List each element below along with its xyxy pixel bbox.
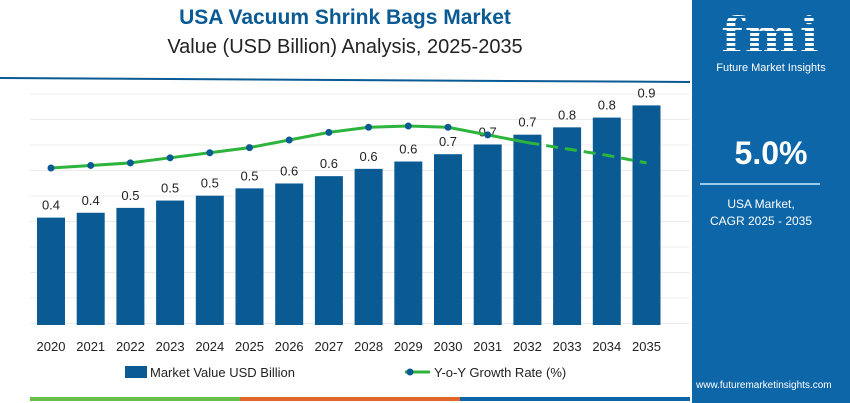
growth-point-2020 [47,164,55,172]
growth-point-2031 [484,131,492,139]
bar-2033 [553,127,582,325]
bar-2021 [76,212,105,325]
growth-point-2027 [325,128,333,136]
bar-label-2022: 0.5 [121,188,139,203]
bar-2025 [235,188,264,325]
bar-label-2021: 0.4 [82,193,100,208]
x-tick-2022: 2022 [116,339,145,354]
x-tick-2029: 2029 [394,339,423,354]
bar-label-2029: 0.6 [399,142,417,157]
x-tick-2028: 2028 [354,339,383,354]
bar-label-2026: 0.6 [280,163,298,178]
bar-2028 [354,168,383,325]
bar-2034 [592,117,621,325]
website-url[interactable]: www.futuremarketinsights.com [696,380,832,391]
growth-line-forecast [527,141,647,165]
bar-label-2020: 0.4 [42,198,60,213]
footer-strip-green [30,397,240,401]
chart: 0.40.40.50.50.50.50.60.60.60.60.70.70.70… [0,77,690,380]
bar-label-2034: 0.8 [598,98,616,113]
growth-point-2029 [404,122,412,130]
x-tick-2030: 2030 [434,339,463,354]
bar-label-2024: 0.5 [201,176,219,191]
legend-bar-label: Market Value USD Billion [150,365,295,380]
bar-2027 [314,176,343,325]
cagr-label-line1: USA Market, [727,197,795,211]
x-tick-2031: 2031 [473,339,502,354]
x-tick-2020: 2020 [37,339,66,354]
bar-label-2030: 0.7 [439,134,457,149]
x-tick-2035: 2035 [632,339,661,354]
bar-label-2027: 0.6 [320,156,338,171]
growth-point-2025 [246,144,253,152]
legend: Market Value USD Billion Y-o-Y Growth Ra… [125,365,566,380]
growth-point-2023 [166,154,174,162]
x-tick-2021: 2021 [76,339,105,354]
x-tick-2026: 2026 [275,339,304,354]
growth-point-2021 [87,161,95,169]
bar-label-2025: 0.5 [240,168,258,183]
bar-2031 [473,144,502,325]
bar-2026 [275,183,304,325]
logo-caption: Future Market Insights [716,62,826,74]
footer-strip-blue [460,397,690,401]
x-tick-2025: 2025 [235,339,264,354]
bar-label-2023: 0.5 [161,181,179,196]
x-tick-2032: 2032 [513,339,542,354]
legend-bar-swatch [125,366,147,378]
bar-label-2033: 0.8 [558,107,576,122]
cagr-label: USA Market, CAGR 2025 - 2035 [692,196,830,230]
footer-strip-orange [240,397,460,401]
bar-2020 [37,217,65,325]
title-divider [0,77,690,83]
growth-point-2022 [126,159,134,167]
cagr-divider [700,183,820,185]
bar-2030 [434,154,462,325]
bar-2022 [116,207,145,325]
x-tick-2023: 2023 [156,339,185,354]
logo-mark: fmi [692,8,850,64]
growth-point-2024 [206,149,214,157]
x-tick-2027: 2027 [314,339,343,354]
cagr-label-line2: CAGR 2025 - 2035 [709,214,813,228]
bar-2029 [394,161,423,325]
growth-point-2026 [285,136,293,144]
x-tick-2034: 2034 [592,339,621,354]
bar-2023 [156,200,185,325]
x-tick-2024: 2024 [195,339,224,354]
bar-2032 [513,134,542,325]
legend-line-marker [406,368,414,376]
bar-label-2028: 0.6 [360,149,378,164]
legend-line-label: Y-o-Y Growth Rate (%) [434,365,566,380]
cagr-value: 5.0% [734,135,808,171]
bar-2035 [632,105,661,326]
chart-subtitle: Value (USD Billion) Analysis, 2025-2035 [167,36,523,58]
bar-label-2032: 0.7 [518,115,536,130]
x-tick-2033: 2033 [553,339,582,354]
sidebar: fmi Future Market Insights 5.0% USA Mark… [692,0,850,403]
bar-2024 [195,195,224,325]
chart-title: USA Vacuum Shrink Bags Market [179,6,511,29]
growth-point-2030 [444,123,452,131]
fmi-logo: fmi Future Market Insights [692,8,850,75]
growth-point-2028 [365,123,373,131]
bar-label-2035: 0.9 [637,85,655,100]
